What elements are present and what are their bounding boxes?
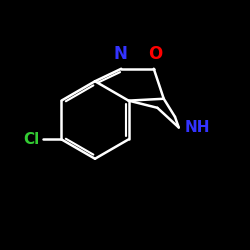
Text: O: O (148, 45, 162, 63)
Text: Cl: Cl (24, 132, 40, 147)
Text: N: N (114, 45, 128, 63)
Text: NH: NH (184, 120, 210, 135)
